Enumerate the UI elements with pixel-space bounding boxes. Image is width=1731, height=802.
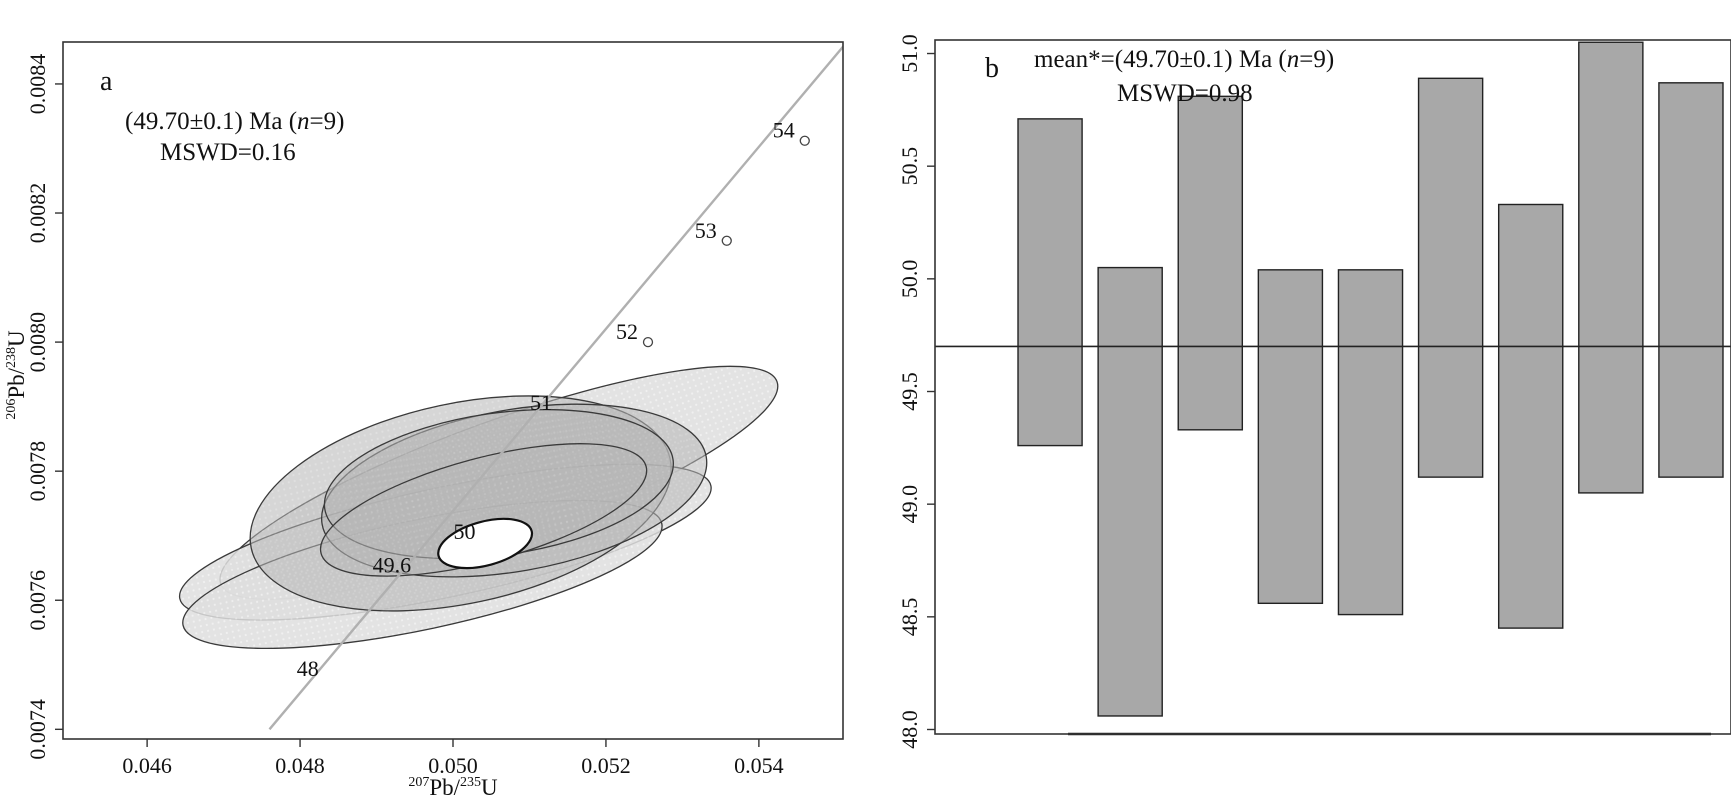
y-tick-label: 0.0080 [25,312,50,373]
y-axis-ticks-b: 48.0 48.5 49.0 49.5 50.0 50.5 51.0 [897,34,935,749]
y-axis-ticks: 0.0074 0.0076 0.0078 0.0080 0.0082 0.0084 [25,54,63,760]
concordia-line [268,44,843,731]
annotation-age-b: mean*=(49.70±0.1) Ma (n=9) [1034,46,1334,73]
age-bar [1257,269,1324,605]
weighted-mean-panel-b: 48.0 48.5 49.0 49.5 50.0 50.5 51.0 b mean*=(49… [897,34,1731,749]
mean-ellipse [437,517,534,570]
age-marker-point [642,336,654,348]
plot-frame-b [934,39,1731,735]
x-tick-label: 0.054 [734,753,784,778]
annotation-mswd-a: MSWD=0.16 [160,139,296,166]
ellipse-age-label: 48 [297,656,319,681]
y-tick-label: 0.0082 [25,183,50,244]
annotation-mswd-b: MSWD=0.98 [1117,80,1253,107]
x-tick-label: 0.050 [428,753,478,778]
age-marker-label: 54 [773,118,795,143]
mean-ellipse-group [437,517,534,570]
ellipse-age-label: 51 [530,390,552,415]
x-axis-title: 207Pb/235U [408,775,498,800]
x-tick-label: 0.048 [275,753,325,778]
age-bar [1658,82,1724,478]
age-bar [1097,266,1163,717]
age-bar [1578,41,1644,494]
panel-label-a: a [100,66,113,97]
annotation-age-a: (49.70±0.1) Ma (n=9) [125,108,344,135]
error-ellipses [178,365,779,650]
ellipse-age-label: 49.6 [373,552,412,577]
ellipse-labels: 51 50 49.6 48 [297,390,552,681]
y-tick-label-b: 49.0 [897,485,922,524]
y-tick-label: 0.0074 [25,699,50,760]
y-axis-title: 206Pb/238U [4,330,29,420]
age-bar [1337,269,1404,616]
age-bar [1177,95,1244,431]
age-marker-label: 52 [616,319,638,344]
x-axis-ticks: 0.046 0.048 0.050 0.052 0.054 [122,739,784,778]
y-tick-label-b: 49.5 [897,372,922,411]
age-marker-point [799,135,810,146]
y-tick-label: 0.0084 [25,54,50,115]
x-tick-label: 0.046 [122,753,172,778]
age-marker-point [721,235,732,246]
y-tick-label: 0.0076 [25,570,50,631]
y-tick-label-b: 51.0 [897,34,922,73]
age-markers: 52 53 54 [616,118,810,348]
y-tick-label: 0.0078 [25,441,50,502]
y-tick-label-b: 50.5 [897,147,922,186]
age-marker-label: 53 [695,218,717,243]
age-bar [1497,203,1564,629]
panel-label-b: b [985,53,999,84]
x-tick-label: 0.052 [581,753,631,778]
age-bar [1017,118,1083,447]
y-tick-label-b: 50.0 [897,260,922,299]
y-tick-label-b: 48.5 [897,598,922,637]
age-bar [1417,77,1484,478]
age-bars [1017,41,1724,736]
concordia-curve-group [268,44,843,731]
y-tick-label-b: 48.0 [897,710,922,749]
ellipse-age-label: 50 [453,519,475,544]
